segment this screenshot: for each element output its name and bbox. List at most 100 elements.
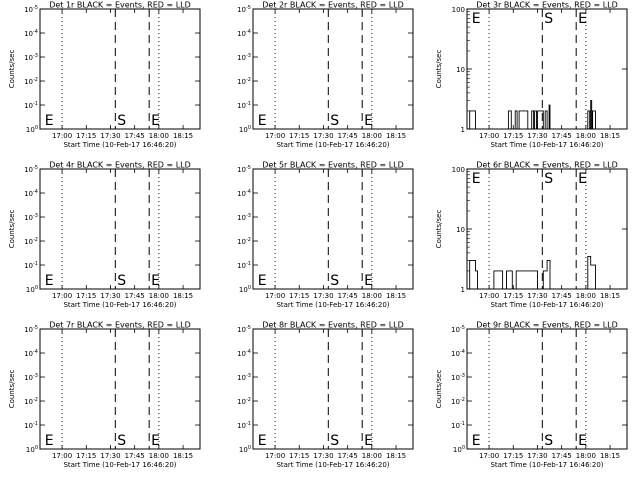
interval-marker-label: E — [258, 433, 267, 449]
x-axis-label: Start Time (10-Feb-17 16:46:20) — [276, 301, 389, 309]
y-tick-label: 100 — [453, 445, 465, 454]
plot-frame — [39, 168, 201, 290]
y-tick-label: 10-3 — [24, 53, 38, 62]
y-tick-label: 10-1 — [237, 101, 251, 110]
panel-6: Det 6r BLACK = Events, RED = LLD Counts/s… — [435, 161, 628, 309]
x-tick-label: 17:30 — [313, 132, 333, 140]
y-tick-label: 10-4 — [237, 189, 251, 198]
y-tick-label: 10-1 — [237, 421, 251, 430]
x-tick-label: 17:15 — [289, 132, 309, 140]
y-tick-label: 10-5 — [237, 5, 251, 14]
interval-marker-label: E — [578, 11, 587, 27]
panel-title: Det 5r BLACK = Events, RED = LLD — [262, 161, 404, 170]
interval-marker-label: E — [45, 273, 54, 289]
panel-title: Det 9r BLACK = Events, RED = LLD — [476, 321, 618, 330]
y-tick-label: 10-4 — [237, 349, 251, 358]
x-axis-label: Start Time (10-Feb-17 16:46:20) — [490, 141, 603, 149]
x-tick-label: 18:00 — [576, 132, 596, 140]
x-tick-label: 18:15 — [173, 292, 193, 300]
x-tick-label: 17:30 — [100, 132, 120, 140]
y-tick-label: 10-1 — [24, 421, 38, 430]
y-tick-label: 10-1 — [237, 261, 251, 270]
x-tick-label: 18:15 — [600, 132, 620, 140]
y-tick-label: 10-5 — [237, 165, 251, 174]
x-tick-label: 17:45 — [125, 292, 145, 300]
x-tick-label: 18:00 — [149, 132, 169, 140]
panel-3: Det 3r BLACK = Events, RED = LLD Counts/s… — [435, 1, 628, 149]
x-tick-label: 17:00 — [52, 292, 72, 300]
y-tick-label: 1 — [461, 126, 465, 134]
y-tick-label: 100 — [26, 125, 38, 134]
interval-marker-label: S — [544, 11, 553, 27]
y-tick-label: 10-4 — [24, 349, 38, 358]
x-tick-label: 17:45 — [338, 292, 358, 300]
x-tick-label: 18:00 — [149, 292, 169, 300]
series-line — [469, 255, 596, 290]
y-tick-label: 10-2 — [237, 77, 251, 86]
panel-title: Det 8r BLACK = Events, RED = LLD — [262, 321, 404, 330]
y-tick-label: 10-4 — [24, 189, 38, 198]
y-tick-label: 100 — [239, 285, 251, 294]
x-tick-label: 17:30 — [527, 452, 547, 460]
interval-marker-label: S — [330, 273, 339, 289]
panel-4: Det 4r BLACK = Events, RED = LLD Counts/s… — [8, 161, 201, 309]
x-tick-label: 17:15 — [289, 292, 309, 300]
y-axis-label: Counts/sec — [8, 210, 16, 249]
x-axis-label: Start Time (10-Feb-17 16:46:20) — [63, 141, 176, 149]
y-tick-label: 100 — [26, 445, 38, 454]
x-tick-label: 18:00 — [362, 132, 382, 140]
y-tick-label: 10-2 — [451, 397, 465, 406]
y-tick-label: 10-5 — [451, 325, 465, 334]
x-tick-label: 17:15 — [76, 292, 96, 300]
x-tick-label: 18:15 — [386, 132, 406, 140]
x-tick-label: 18:15 — [173, 132, 193, 140]
interval-marker-label: E — [578, 171, 587, 187]
y-tick-label: 10-3 — [24, 373, 38, 382]
panel-2: Det 2r BLACK = Events, RED = LLD Start Ti… — [237, 1, 414, 149]
y-tick-label: 10-5 — [24, 165, 38, 174]
x-axis-label: Start Time (10-Feb-17 16:46:20) — [63, 461, 176, 469]
interval-marker-label: E — [364, 113, 373, 129]
y-tick-label: 10-4 — [24, 29, 38, 38]
x-tick-label: 17:15 — [76, 132, 96, 140]
x-tick-label: 18:00 — [576, 292, 596, 300]
x-tick-label: 17:30 — [100, 292, 120, 300]
y-axis-label: Counts/sec — [8, 50, 16, 89]
y-tick-label: 10-5 — [24, 5, 38, 14]
x-tick-label: 17:30 — [527, 132, 547, 140]
interval-marker-label: E — [258, 273, 267, 289]
interval-marker-label: E — [472, 171, 481, 187]
y-tick-label: 10-2 — [24, 77, 38, 86]
x-tick-label: 17:15 — [503, 292, 523, 300]
panel-title: Det 2r BLACK = Events, RED = LLD — [262, 1, 404, 10]
x-tick-label: 17:15 — [503, 452, 523, 460]
panel-title: Det 6r BLACK = Events, RED = LLD — [476, 161, 618, 170]
x-tick-label: 17:45 — [338, 132, 358, 140]
x-tick-label: 17:00 — [52, 452, 72, 460]
panel-8: Det 8r BLACK = Events, RED = LLD Start Ti… — [237, 321, 414, 469]
x-tick-label: 17:15 — [289, 452, 309, 460]
y-tick-label: 100 — [452, 6, 465, 14]
panel-7: Det 7r BLACK = Events, RED = LLD Counts/s… — [8, 321, 201, 469]
x-tick-label: 18:00 — [362, 292, 382, 300]
y-tick-label: 100 — [26, 285, 38, 294]
y-tick-label: 10-3 — [24, 213, 38, 222]
y-tick-label: 10-3 — [237, 213, 251, 222]
interval-marker-label: S — [544, 433, 553, 449]
y-tick-label: 10-3 — [451, 373, 465, 382]
x-tick-label: 17:00 — [265, 292, 285, 300]
x-axis-label: Start Time (10-Feb-17 16:46:20) — [63, 301, 176, 309]
y-tick-label: 10-5 — [237, 325, 251, 334]
y-tick-label: 1 — [461, 286, 465, 294]
panel-5: Det 5r BLACK = Events, RED = LLD Start Ti… — [237, 161, 414, 309]
x-tick-label: 17:00 — [479, 132, 499, 140]
interval-marker-label: E — [258, 113, 267, 129]
series-line — [469, 99, 596, 130]
x-tick-label: 17:00 — [265, 452, 285, 460]
y-tick-label: 100 — [452, 166, 465, 174]
x-tick-label: 18:15 — [600, 452, 620, 460]
x-tick-label: 17:45 — [552, 292, 572, 300]
y-tick-label: 10-2 — [237, 397, 251, 406]
x-tick-label: 17:00 — [479, 292, 499, 300]
